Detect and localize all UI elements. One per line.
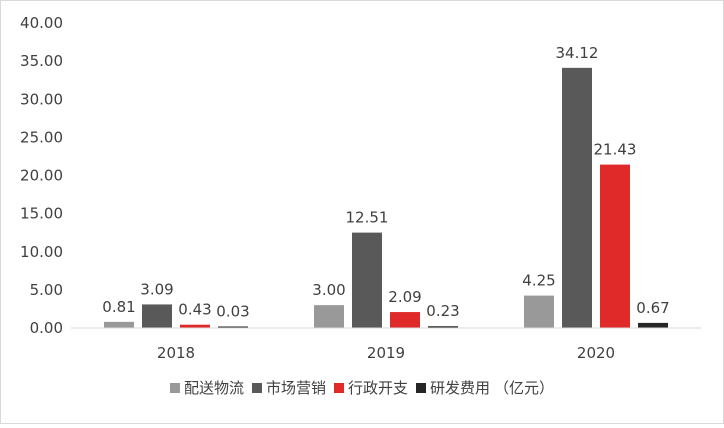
- unit-label: （亿元）: [494, 379, 554, 397]
- legend-label: 行政开支: [348, 379, 408, 397]
- legend-label: 市场营销: [266, 379, 326, 397]
- bar: [428, 326, 458, 328]
- bar: [600, 164, 630, 328]
- bar: [104, 321, 134, 328]
- bar: [180, 324, 210, 328]
- y-tick-label: 0.00: [30, 319, 63, 337]
- bar: [218, 326, 248, 328]
- data-label: 4.25: [522, 272, 555, 290]
- bar: [314, 305, 344, 328]
- legend-swatch: [251, 383, 262, 393]
- data-label: 0.43: [178, 301, 211, 319]
- legend-item: 配送物流: [169, 379, 244, 397]
- x-tick-label: 2020: [577, 344, 615, 362]
- bars: [104, 67, 668, 329]
- legend-swatch: [169, 383, 180, 393]
- bar: [638, 322, 668, 328]
- y-tick-label: 10.00: [20, 243, 63, 261]
- y-tick-label: 25.00: [20, 128, 63, 146]
- x-tick-label: 2018: [157, 344, 195, 362]
- legend: 配送物流 市场营销 行政开支 研发费用 （亿元）: [169, 379, 554, 397]
- y-axis-ticks: 0.00 5.00 10.00 15.00 20.00 25.00 30.00 35.00 40…: [20, 14, 63, 337]
- data-label: 0.23: [426, 302, 459, 320]
- bar: [562, 67, 592, 329]
- bar: [390, 312, 420, 328]
- data-label: 21.43: [594, 141, 637, 159]
- bar: [524, 295, 554, 328]
- y-tick-label: 15.00: [20, 205, 63, 223]
- data-label: 3.09: [140, 280, 173, 298]
- legend-label: 配送物流: [184, 379, 244, 397]
- data-label: 2.09: [388, 288, 421, 306]
- legend-item: 行政开支: [333, 379, 408, 397]
- x-axis-labels: 2018 2019 2020: [157, 344, 615, 362]
- data-label: 0.03: [216, 303, 249, 321]
- bar: [142, 304, 172, 328]
- data-label: 12.51: [346, 209, 389, 227]
- data-label: 3.00: [312, 281, 345, 299]
- y-tick-label: 20.00: [20, 167, 63, 185]
- legend-item: 市场营销: [251, 379, 326, 397]
- y-tick-label: 5.00: [30, 281, 63, 299]
- legend-swatch: [416, 383, 427, 393]
- y-tick-label: 30.00: [20, 90, 63, 108]
- x-tick-label: 2019: [367, 344, 405, 362]
- legend-label: 研发费用: [430, 379, 490, 397]
- data-label: 0.67: [636, 299, 669, 317]
- data-labels: 0.81 3.09 0.43 0.03 3.00 12.51 2.09 0.23 4.25 34.…: [102, 44, 669, 321]
- legend-item: 研发费用: [416, 379, 490, 397]
- y-tick-label: 40.00: [20, 14, 63, 32]
- y-tick-label: 35.00: [20, 52, 63, 70]
- data-label: 0.81: [102, 298, 135, 316]
- legend-swatch: [333, 383, 344, 393]
- bar: [352, 232, 382, 328]
- data-label: 34.12: [556, 44, 599, 62]
